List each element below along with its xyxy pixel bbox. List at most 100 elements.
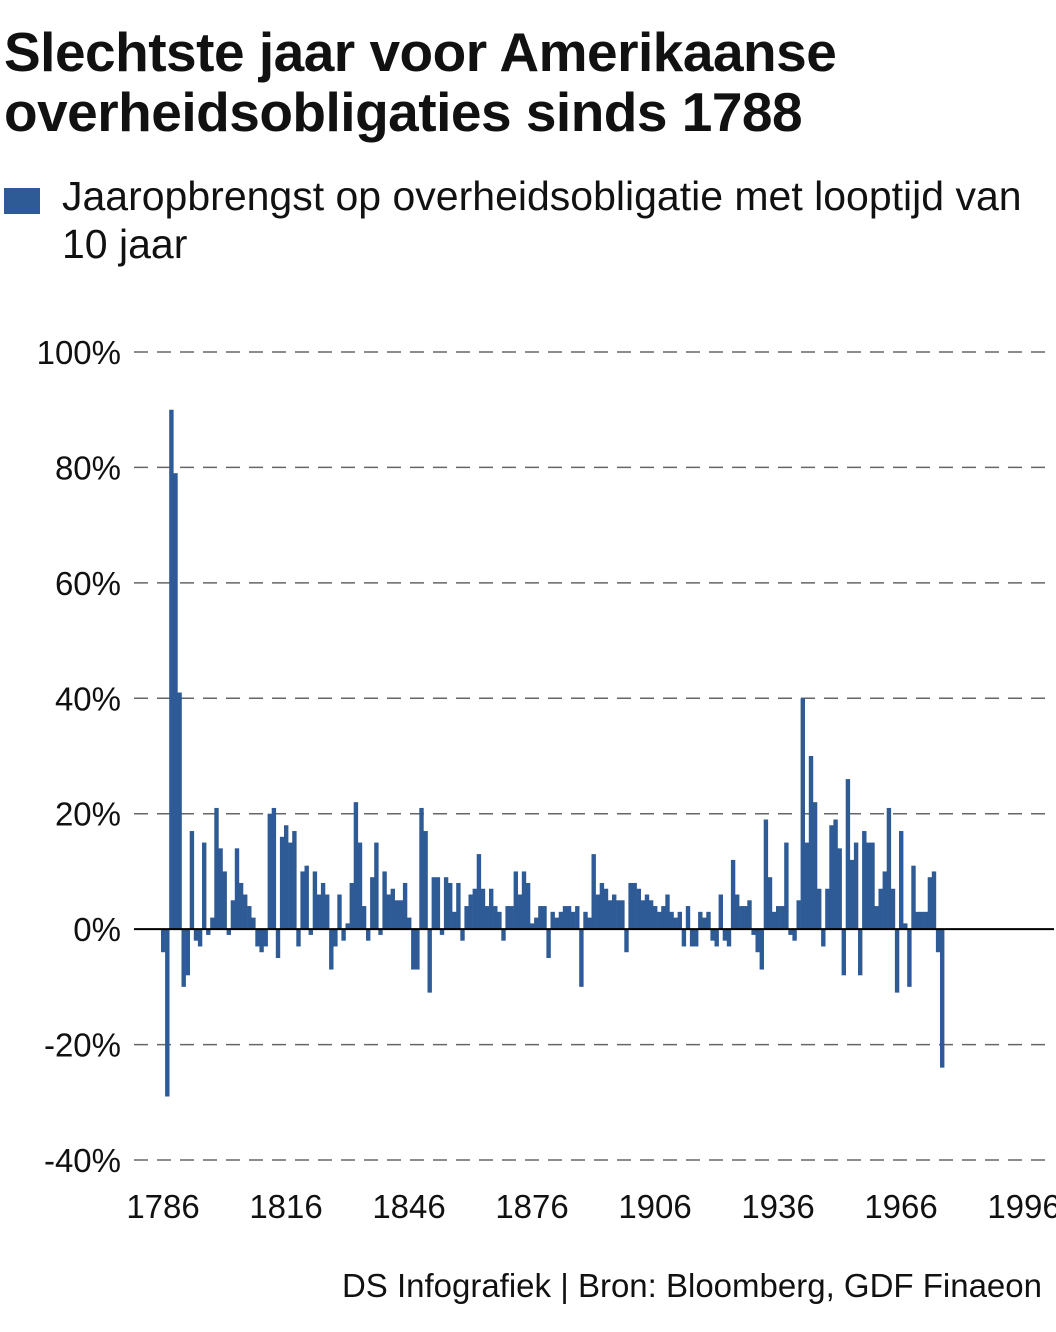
bar (849, 859, 855, 930)
bar (624, 929, 629, 953)
x-tick-label: 1966 (864, 1188, 937, 1225)
bar (894, 929, 900, 993)
bar (931, 871, 937, 930)
bar (222, 871, 227, 930)
bar (566, 906, 572, 930)
x-tick-label: 1846 (372, 1188, 445, 1225)
bar (177, 692, 182, 930)
bar (788, 929, 793, 935)
bar (722, 929, 728, 941)
bar (591, 854, 596, 930)
bar (874, 906, 879, 930)
bar (599, 882, 605, 930)
bar (940, 929, 945, 1068)
bar (525, 882, 531, 930)
bar (780, 906, 785, 930)
bar (739, 906, 744, 930)
bar (193, 929, 199, 941)
bar (763, 819, 769, 930)
bar (472, 888, 477, 930)
bar (903, 923, 908, 930)
bar (341, 929, 346, 941)
bar (316, 894, 322, 930)
bar (800, 698, 805, 930)
bar (407, 917, 412, 930)
bar (833, 819, 838, 930)
bar (804, 842, 810, 930)
bar (476, 854, 482, 930)
bar (517, 894, 523, 930)
bar (513, 871, 518, 930)
bar (337, 894, 342, 930)
bar (702, 917, 707, 930)
bar (390, 888, 395, 930)
bar (825, 888, 830, 930)
bar (271, 807, 277, 930)
bar (218, 848, 223, 930)
bar (353, 802, 359, 930)
bar (882, 871, 887, 930)
bar (263, 929, 268, 947)
bar (300, 871, 305, 930)
bar (796, 900, 801, 930)
bar (189, 831, 195, 930)
bar (558, 911, 564, 930)
bar (612, 894, 617, 930)
bar (923, 911, 928, 930)
y-tick-label: 0% (73, 911, 121, 948)
bar (661, 906, 666, 930)
bar (665, 894, 670, 930)
bar (542, 906, 547, 930)
bar (915, 911, 920, 930)
bar (230, 900, 236, 930)
source-credit: DS Infografiek | Bron: Bloomberg, GDF Fi… (341, 1267, 1042, 1304)
bar (862, 831, 867, 930)
bar (288, 842, 293, 930)
bar (767, 877, 773, 930)
bar (853, 842, 859, 930)
bar (628, 882, 633, 930)
bar (776, 906, 781, 930)
x-tick-label: 1906 (618, 1188, 691, 1225)
bar (730, 859, 736, 930)
bar (435, 877, 441, 930)
bar (829, 825, 834, 930)
bar (673, 917, 678, 930)
bar (603, 888, 609, 930)
bar (620, 900, 625, 930)
bar (636, 888, 641, 930)
bar (345, 923, 350, 930)
bar (357, 842, 363, 930)
bar (735, 894, 740, 930)
bar (812, 802, 818, 930)
bar (394, 900, 400, 930)
bar (509, 906, 514, 930)
bar (329, 929, 334, 970)
bar (480, 888, 486, 930)
bar (419, 807, 424, 930)
bar (181, 929, 186, 987)
bar (255, 929, 260, 947)
bar (234, 848, 240, 930)
bar (521, 871, 527, 930)
bar (653, 906, 658, 930)
bar (456, 882, 461, 930)
bar (845, 779, 851, 930)
bar (726, 929, 732, 947)
bar (616, 900, 621, 930)
bar (858, 929, 863, 976)
bar (214, 807, 219, 930)
y-tick-label: 40% (55, 680, 121, 717)
bar (919, 911, 924, 930)
bar (571, 911, 576, 930)
bar (382, 871, 387, 930)
bar (534, 917, 539, 930)
bar (366, 929, 371, 941)
x-tick-label: 1816 (249, 1188, 322, 1225)
bar (296, 929, 301, 947)
bar (657, 911, 662, 930)
bar (886, 807, 892, 930)
bar (632, 882, 637, 930)
bar (275, 929, 281, 958)
bar (784, 842, 789, 930)
